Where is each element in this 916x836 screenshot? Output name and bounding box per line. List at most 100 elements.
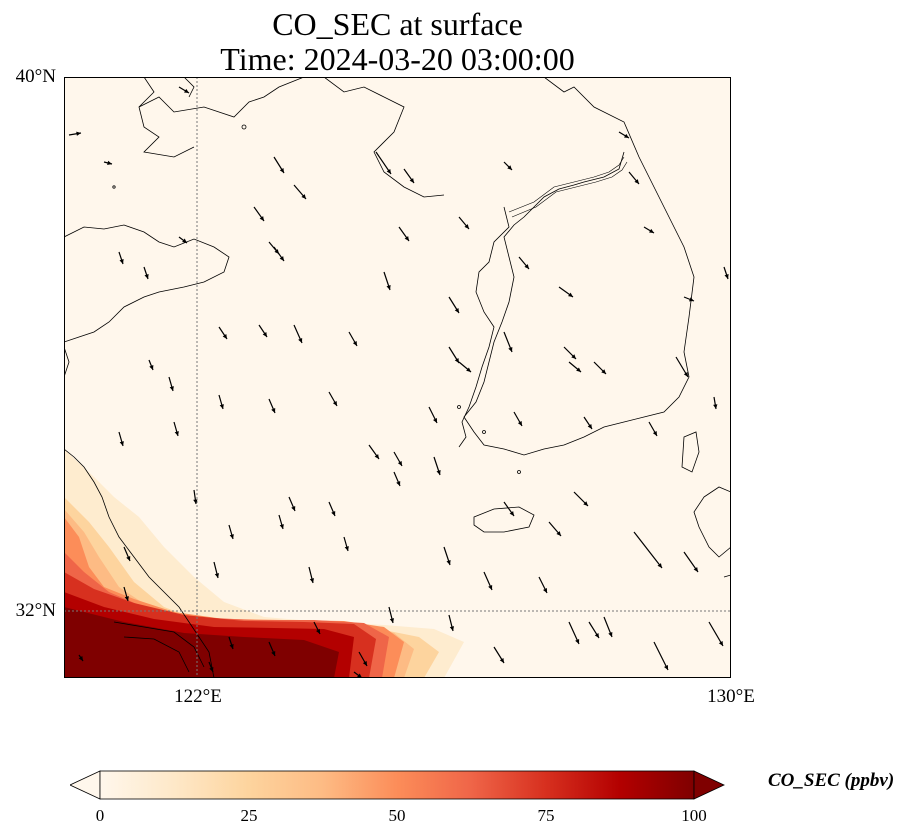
colorbar-high-extend <box>693 770 725 800</box>
wind-vector-head <box>464 224 469 229</box>
wind-vector-head <box>291 506 296 511</box>
colorbar-label: CO_SEC (ppbv) <box>768 770 895 791</box>
wind-vector-head <box>219 404 224 409</box>
wind-vector-head <box>433 418 437 423</box>
wind-vector-head <box>222 334 227 339</box>
wind-vector-head <box>608 632 613 637</box>
colorbar-gradient <box>99 770 695 800</box>
wind-vector-head <box>301 194 306 199</box>
wind-vector-head <box>576 367 581 372</box>
chart-title-line1: CO_SEC at surface <box>272 6 523 42</box>
colorbar-low-extend <box>70 770 101 800</box>
wind-vectors <box>68 86 729 678</box>
map-panel <box>64 77 731 678</box>
wind-vector-head <box>724 274 729 279</box>
wind-vector-head <box>499 658 504 663</box>
wind-vector-head <box>488 585 493 590</box>
wind-vector-head <box>601 369 606 374</box>
chart-title-line2: Time: 2024-03-20 03:00:00 <box>220 41 575 77</box>
lon-tick-122e: 122°E <box>174 686 222 707</box>
wind-vector-head <box>594 633 599 638</box>
map-frame <box>64 77 731 678</box>
wind-vector-head <box>583 501 588 506</box>
colorbar-tick-50: 50 <box>388 806 406 825</box>
wind-vector-head <box>124 596 129 601</box>
wind-vector-head <box>454 358 459 363</box>
wind-vector-head <box>404 236 409 241</box>
wind-vector-head <box>571 354 576 359</box>
wind-vector-head <box>396 481 401 486</box>
wind-vector-head <box>683 372 688 377</box>
wind-vector-head <box>664 665 668 670</box>
wind-vector-head <box>466 367 471 372</box>
wind-vector-head <box>149 365 154 370</box>
wind-vector-head <box>229 644 234 649</box>
wind-vector-head <box>568 292 573 297</box>
wind-vector-head <box>409 178 414 183</box>
wind-vector-head <box>78 656 83 661</box>
wind-vector-head <box>649 228 654 233</box>
wind-vector-head <box>718 641 723 646</box>
wind-vector-head <box>689 297 694 302</box>
wind-vector-head <box>193 499 198 504</box>
wind-vector-head <box>362 661 367 666</box>
wind-vector-head <box>209 667 214 672</box>
wind-vector-head <box>229 534 234 539</box>
lon-tick-130e: 130°E <box>707 686 755 707</box>
wind-vector-head <box>184 88 189 93</box>
wind-vector-head <box>624 133 629 138</box>
wind-vector-head <box>126 556 131 561</box>
wind-vector-head <box>259 216 264 221</box>
wind-vector-head <box>693 567 698 572</box>
wind-vector-head <box>331 511 336 516</box>
wind-vector-head <box>389 618 395 623</box>
colorbar-tick-25: 25 <box>240 806 258 825</box>
coastlines <box>64 77 731 678</box>
wind-vector-head <box>517 421 522 426</box>
wind-vector-head <box>634 179 639 184</box>
lat-tick-32n: 32°N <box>15 600 56 621</box>
wind-vector-head <box>332 401 337 406</box>
wind-vector-head <box>119 259 124 264</box>
wind-vector-shaft <box>653 641 669 671</box>
wind-vector-head <box>386 169 391 174</box>
wind-vector-head <box>657 563 662 568</box>
wind-vector-head <box>436 470 441 475</box>
wind-vector-head <box>713 404 718 409</box>
wind-vector-head <box>357 673 362 678</box>
wind-vector-shaft <box>633 531 663 569</box>
wind-vector-head <box>298 338 303 343</box>
wind-vector-head <box>575 639 580 644</box>
wind-vector-head <box>344 546 349 551</box>
colorbar-tick-75: 75 <box>537 806 555 825</box>
wind-vector-head <box>279 168 284 173</box>
lat-tick-40n: 40°N <box>15 66 56 87</box>
wind-vector-head <box>271 408 276 413</box>
wind-vector-head <box>174 431 179 436</box>
wind-vector-head <box>508 347 513 352</box>
gridlines <box>64 77 731 678</box>
wind-vector-head <box>454 308 459 313</box>
wind-vector-head <box>262 332 267 337</box>
colorbar-tick-100: 100 <box>681 806 707 825</box>
wind-vector-head <box>144 274 149 279</box>
wind-vector-head <box>214 573 220 578</box>
colorbar <box>70 770 725 800</box>
wind-vector-head <box>446 560 451 565</box>
wind-vector-head <box>316 629 320 634</box>
wind-vector-head <box>119 441 124 446</box>
wind-vector-head <box>507 165 512 170</box>
wind-vector-head <box>309 578 315 583</box>
wind-vector-head <box>652 431 657 436</box>
wind-vector-head <box>397 461 402 466</box>
wind-vector-head <box>587 424 592 429</box>
wind-vector-head <box>374 454 379 459</box>
wind-vector-head <box>279 524 284 529</box>
wind-vector-head <box>543 588 547 593</box>
wind-vector-head <box>556 531 561 536</box>
wind-vector-head <box>107 160 112 166</box>
colorbar-tick-0: 0 <box>95 806 105 825</box>
wind-vector-head <box>386 285 391 290</box>
wind-vector-head <box>271 651 276 656</box>
wind-vector-head <box>352 341 357 346</box>
